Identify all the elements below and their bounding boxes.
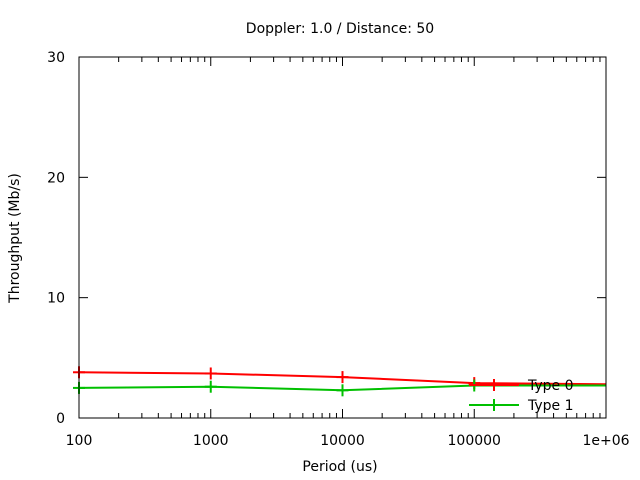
y-tick-label: 0 <box>56 411 65 427</box>
data-point <box>204 367 217 380</box>
legend-item: Type 1 <box>469 398 574 414</box>
x-tick-label: 100 <box>66 433 93 449</box>
y-tick-label: 20 <box>47 170 65 186</box>
legend: Type 0 Type 1 <box>469 378 574 414</box>
data-point <box>204 380 217 393</box>
data-point <box>336 371 349 384</box>
x-tick-label: 100000 <box>448 433 501 449</box>
series-layer <box>73 366 607 397</box>
legend-label: Type 0 <box>527 378 574 394</box>
ticks-layer: 100 1000 10000 100000 1e+06 0 10 20 30 <box>47 50 629 449</box>
y-tick-label: 30 <box>47 50 65 66</box>
x-tick-label: 1e+06 <box>582 433 629 449</box>
legend-item: Type 0 <box>469 378 574 394</box>
x-tick-label: 1000 <box>193 433 229 449</box>
y-axis-label: Throughput (Mb/s) <box>7 173 23 304</box>
plot-frame <box>78 56 607 419</box>
x-axis-label: Period (us) <box>302 459 377 475</box>
chart-title: Doppler: 1.0 / Distance: 50 <box>246 21 434 37</box>
y-tick-label: 10 <box>47 291 65 307</box>
data-point <box>336 384 349 397</box>
legend-label: Type 1 <box>527 398 574 414</box>
x-tick-label: 10000 <box>320 433 365 449</box>
